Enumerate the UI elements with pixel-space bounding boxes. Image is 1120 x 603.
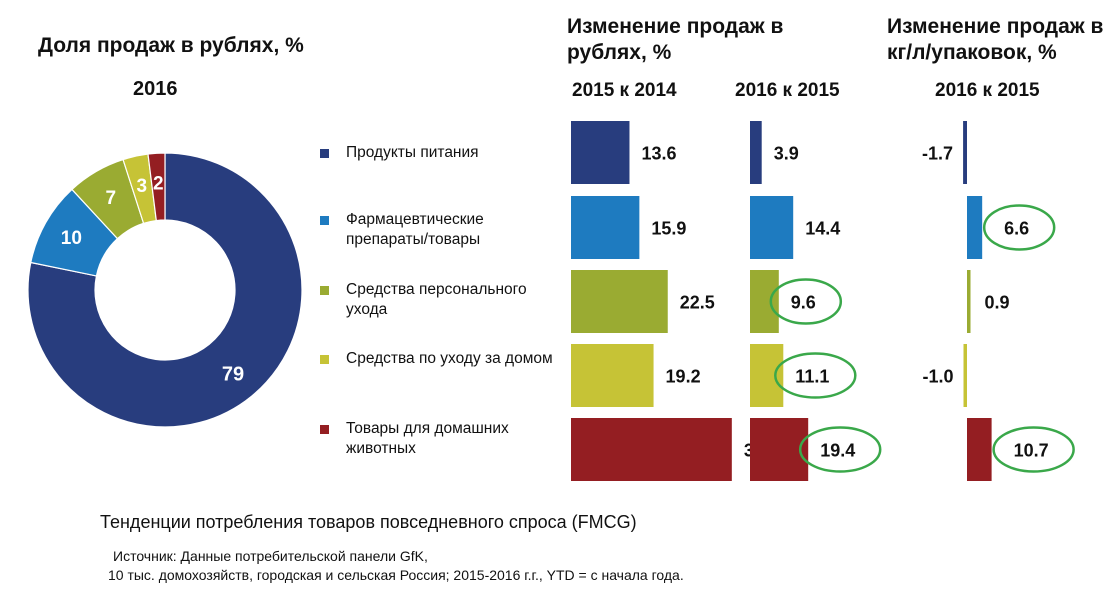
kg-col1-header: 2016 к 2015 bbox=[935, 80, 1040, 101]
donut-year: 2016 bbox=[133, 78, 178, 100]
kg-2016-value-label: 0.9 bbox=[985, 293, 1010, 313]
rub-col2-header: 2016 к 2015 bbox=[735, 80, 840, 101]
legend-swatch bbox=[320, 216, 329, 225]
rub-2016-bar bbox=[750, 418, 809, 481]
rub-2016-value-label: 14.4 bbox=[805, 219, 840, 239]
kg-2016-highlight-circle bbox=[992, 426, 1075, 473]
rub-2015-value-label: 15.9 bbox=[651, 219, 686, 239]
rub-panel-title: Изменение продаж в рублях, % bbox=[567, 15, 784, 64]
rub-2015-bar bbox=[571, 196, 640, 259]
donut-slice-label: 7 bbox=[105, 188, 116, 209]
kg-panel-title: Изменение продаж в кг/л/упаковок, % bbox=[887, 15, 1104, 64]
kg-2016-bar bbox=[963, 121, 967, 184]
kg-2016-bar bbox=[963, 344, 967, 407]
rub-2016-highlight-circle bbox=[798, 426, 882, 473]
kg-2016-value-label: -1.0 bbox=[922, 367, 953, 387]
legend-swatch bbox=[320, 149, 329, 158]
legend-label: Товары для домашних животных bbox=[346, 420, 509, 457]
legend-label: Продукты питания bbox=[346, 144, 479, 161]
donut-slice-label: 2 bbox=[153, 174, 164, 195]
kg-2016-value-label: 6.6 bbox=[1004, 219, 1029, 239]
donut-slice bbox=[27, 152, 303, 428]
donut-slice-label: 3 bbox=[136, 176, 147, 197]
rub-2016-bar bbox=[750, 121, 762, 184]
kg-2016-highlight-circle bbox=[982, 204, 1056, 251]
kg-2016-bar bbox=[967, 418, 992, 481]
donut-slice bbox=[147, 152, 166, 222]
legend-label: Средства персонального ухода bbox=[346, 281, 527, 318]
source-line-1: Источник: Данные потребительской панели … bbox=[113, 548, 428, 564]
rub-2015-bar bbox=[571, 344, 654, 407]
rub-2016-value-label: 3.9 bbox=[774, 144, 799, 164]
donut-title: Доля продаж в рублях, % bbox=[38, 34, 304, 57]
kg-2016-bar bbox=[967, 270, 971, 333]
legend-swatch bbox=[320, 286, 329, 295]
legend-swatch bbox=[320, 355, 329, 364]
rub-col1-header: 2015 к 2014 bbox=[572, 80, 677, 101]
rub-2015-value-label: 19.2 bbox=[666, 367, 701, 387]
rub-2016-value-label: 19.4 bbox=[820, 441, 855, 461]
kg-2016-bar bbox=[967, 196, 983, 259]
legend-label: Средства по уходу за домом bbox=[346, 350, 553, 367]
legend-label: Фармацевтические препараты/товары bbox=[346, 211, 484, 248]
rub-2015-bar bbox=[571, 418, 732, 481]
rub-2016-bar bbox=[750, 196, 794, 259]
rub-2016-bar bbox=[750, 270, 779, 333]
donut-slice-label: 79 bbox=[222, 363, 244, 385]
source-line-2: 10 тыс. домохозяйств, городская и сельск… bbox=[108, 567, 684, 583]
rub-2016-bar bbox=[750, 344, 784, 407]
footer-title: Тенденции потребления товаров повседневн… bbox=[100, 512, 637, 532]
rub-2015-bar bbox=[571, 121, 630, 184]
rub-2015-value-label: 22.5 bbox=[680, 293, 715, 313]
donut-slice-label: 10 bbox=[61, 228, 82, 249]
rub-2015-value-label: 13.6 bbox=[641, 144, 676, 164]
rub-2015-bar bbox=[571, 270, 668, 333]
rub-2016-highlight-circle bbox=[769, 278, 843, 325]
kg-2016-value-label: 10.7 bbox=[1014, 441, 1049, 461]
rub-2016-value-label: 11.1 bbox=[795, 367, 829, 387]
rub-2016-highlight-circle bbox=[774, 352, 857, 399]
kg-2016-value-label: -1.7 bbox=[922, 144, 953, 164]
legend-swatch bbox=[320, 425, 329, 434]
rub-2016-value-label: 9.6 bbox=[791, 293, 816, 313]
